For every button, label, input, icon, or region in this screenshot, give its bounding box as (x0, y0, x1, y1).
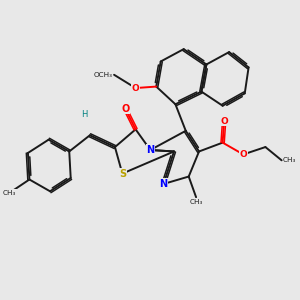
Text: OCH₃: OCH₃ (94, 72, 112, 78)
Text: S: S (119, 169, 126, 178)
Text: N: N (160, 179, 168, 189)
Text: O: O (132, 84, 140, 93)
Text: CH₃: CH₃ (283, 157, 296, 163)
Text: O: O (220, 117, 228, 126)
Text: H: H (81, 110, 87, 118)
Text: N: N (146, 145, 154, 155)
Text: CH₃: CH₃ (189, 199, 203, 205)
Text: O: O (121, 104, 129, 114)
Text: O: O (239, 150, 247, 159)
Text: CH₃: CH₃ (3, 190, 16, 196)
